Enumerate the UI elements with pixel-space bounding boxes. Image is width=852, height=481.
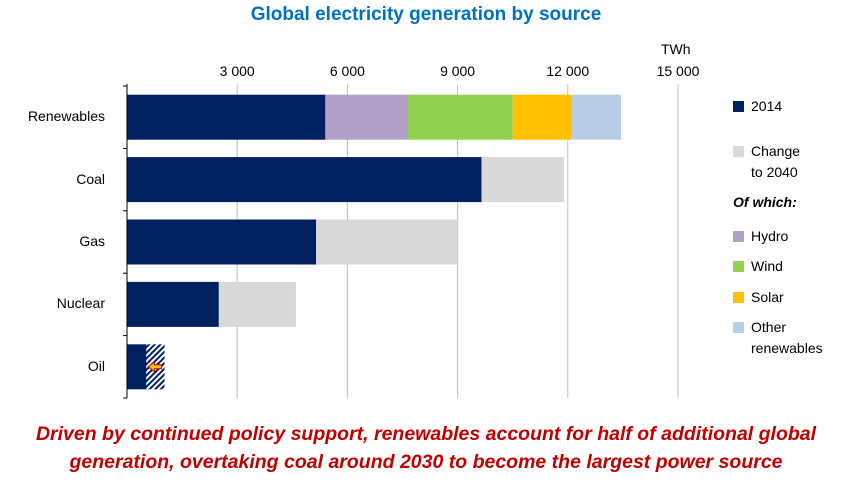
legend-swatch-2014	[733, 101, 744, 112]
legend-swatch-change	[733, 146, 744, 157]
bar-renewables-2014	[127, 94, 326, 140]
bar-oil-2014	[127, 344, 148, 390]
legend-swatch-solar	[733, 292, 744, 303]
axis-unit-label: TWh	[661, 41, 691, 57]
category-label-oil: Oil	[87, 357, 105, 374]
caption: Driven by continued policy support, rene…	[0, 420, 852, 476]
legend-label-other-line1: Other	[751, 319, 787, 335]
legend-label-change-line1: Change	[751, 143, 801, 159]
legend-label-2014: 2014	[751, 98, 783, 114]
caption-line-1: Driven by continued policy support, rene…	[35, 423, 817, 445]
decline-arrow	[147, 360, 162, 373]
x-tick-label-6000: 6 000	[329, 63, 365, 79]
bar-renewables-solar	[512, 94, 572, 140]
legend-swatch-hydro	[733, 231, 744, 242]
bar-renewables-wind	[408, 94, 513, 140]
legend-label-change-line2: to 2040	[751, 164, 798, 180]
x-tick-label-3000: 3 000	[219, 63, 255, 79]
bar-renewables-other-renewables	[571, 94, 622, 140]
category-label-gas: Gas	[79, 233, 105, 249]
chart-title: Global electricity generation by source	[250, 4, 602, 25]
bar-coal-change-to-2040	[481, 157, 565, 203]
bar-renewables-hydro	[325, 94, 409, 140]
legend-label-solar: Solar	[751, 289, 784, 305]
x-tick-label-9000: 9 000	[440, 63, 476, 79]
legend-label-hydro: Hydro	[751, 228, 789, 244]
bar-gas-change-to-2040	[316, 219, 458, 265]
category-label-renewables: Renewables	[27, 108, 105, 125]
legend-of-which-heading: Of which:	[733, 194, 797, 210]
legend-swatch-wind	[733, 261, 744, 272]
category-label-nuclear: Nuclear	[56, 295, 105, 312]
bar-nuclear-2014	[127, 281, 219, 327]
bar-nuclear-change-to-2040	[218, 281, 296, 327]
caption-line-2: generation, overtaking coal around 2030 …	[69, 451, 783, 473]
category-label-coal: Coal	[76, 170, 105, 187]
legend-swatch-other	[733, 322, 744, 333]
bar-gas-2014	[127, 219, 317, 265]
bar-coal-2014	[127, 157, 482, 203]
legend-label-other-line2: renewables	[751, 340, 823, 356]
x-tick-label-12000: 12 000	[546, 63, 590, 79]
x-tick-label-15000: 15 000	[656, 63, 700, 79]
legend-label-wind: Wind	[751, 258, 783, 274]
